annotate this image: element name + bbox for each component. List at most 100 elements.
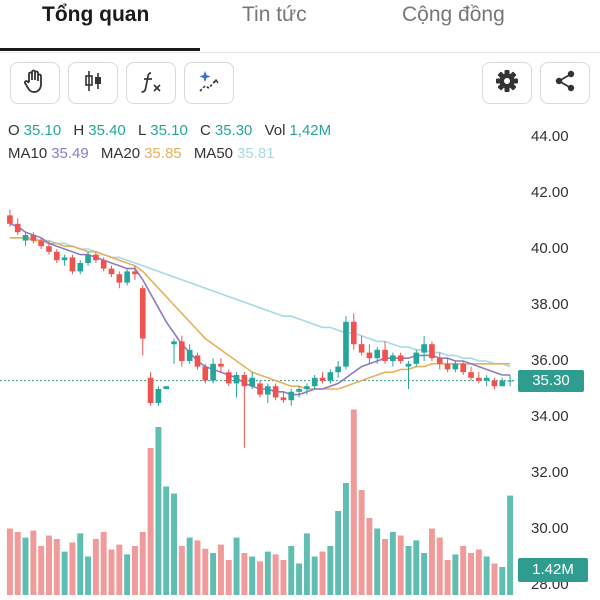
volume-bar (225, 560, 232, 595)
volume-bar (350, 409, 357, 595)
volume-bar (92, 539, 99, 595)
volume-bar (147, 448, 154, 595)
tab-community[interactable]: Cộng đồng (402, 3, 505, 26)
volume-bar (77, 533, 84, 595)
candle-body (202, 366, 209, 381)
candle-body (452, 363, 459, 370)
hand-tool-button[interactable] (10, 62, 60, 104)
top-tabs: Tổng quan Tin tức Cộng đồng (0, 0, 600, 53)
volume-bar (257, 561, 263, 595)
volume-bar (374, 528, 381, 595)
y-tick-label: 32.00 (531, 464, 569, 481)
candle-body (405, 363, 412, 367)
candle-body (335, 366, 341, 373)
tab-news[interactable]: Tin tức (242, 3, 307, 26)
volume-bar (155, 427, 162, 595)
candle-body (155, 389, 162, 403)
candle-body (390, 355, 396, 361)
chart-type-button[interactable] (68, 62, 118, 104)
volume-bar (22, 537, 29, 595)
volume-bar (460, 546, 467, 595)
candle-body (304, 386, 310, 389)
volume-bar (382, 539, 389, 595)
function-icon (137, 67, 165, 100)
volume-bar (108, 549, 115, 595)
volume-bar (100, 532, 107, 595)
candle-body (421, 344, 427, 353)
gear-icon (494, 68, 520, 99)
volume-bar (6, 528, 13, 595)
volume-bar (475, 549, 482, 595)
candle-body (296, 389, 302, 392)
candle-body (186, 349, 193, 361)
candle-body (147, 377, 154, 403)
volume-bar (405, 546, 412, 595)
ma50-label: MA50 (193, 145, 233, 162)
volume-bar (14, 532, 21, 595)
volume-bar (131, 546, 138, 595)
volume-bar (428, 528, 435, 595)
ma20-line (9, 237, 511, 390)
current-volume-tag: 1.42M (518, 558, 588, 582)
volume-bar (358, 490, 365, 595)
tab-overview[interactable]: Tổng quan (42, 3, 150, 26)
candle-body (116, 274, 123, 283)
volume-bar (413, 540, 420, 595)
y-tick-label: 38.00 (531, 296, 569, 313)
candle-body (7, 215, 13, 224)
active-tab-indicator (0, 48, 200, 51)
drawing-tools-button[interactable] (184, 62, 234, 104)
y-tick-label: 42.00 (531, 184, 569, 201)
volume-bar (178, 546, 185, 595)
ma-legend: MA10 35.49 MA20 35.85 MA50 35.81 (8, 145, 283, 162)
candle-body (61, 257, 68, 261)
volume-bar (303, 533, 310, 595)
candle-body (429, 344, 435, 359)
candle-body (93, 254, 99, 261)
candle-body (163, 386, 170, 389)
volume-bar (38, 546, 45, 595)
volume-bar (327, 546, 334, 595)
volume-bar (116, 544, 123, 595)
high-value: 35.40 (88, 122, 126, 139)
volume-bar (296, 563, 303, 595)
candle-body (225, 372, 232, 384)
candle-body (374, 349, 381, 359)
candle-body (233, 375, 240, 384)
candle-body (311, 377, 318, 387)
open-value: 35.10 (23, 122, 62, 139)
volume-value: 1,42M (289, 122, 332, 139)
candle-body (382, 349, 388, 361)
candle-body (46, 246, 52, 252)
ma50-value: 35.81 (237, 145, 275, 162)
candle-body (476, 377, 482, 381)
y-tick-label: 40.00 (531, 240, 569, 257)
candle-body (491, 380, 498, 387)
candle-body (53, 251, 60, 261)
y-tick-label: 36.00 (531, 352, 569, 369)
share-button[interactable] (540, 62, 590, 104)
volume-bar (272, 554, 279, 595)
candle-body (483, 377, 490, 381)
volume-bar (335, 511, 342, 595)
candle-body (85, 254, 91, 263)
candle-body (249, 377, 255, 387)
volume-bar (217, 544, 224, 595)
volume-bar (491, 563, 498, 595)
ma10-value: 35.49 (51, 145, 89, 162)
settings-button[interactable] (482, 62, 532, 104)
candle-body (507, 380, 513, 382)
y-tick-label: 34.00 (531, 408, 569, 425)
candle-body (272, 386, 279, 398)
volume-bar (280, 560, 287, 595)
candle-body (499, 380, 506, 387)
volume-bar (124, 554, 131, 595)
volume-bar (61, 551, 68, 595)
candle-body (358, 344, 365, 353)
candle-body (14, 223, 21, 233)
share-icon (552, 68, 578, 99)
volume-bar (468, 553, 474, 595)
volume-bar (139, 532, 146, 595)
indicators-button[interactable] (126, 62, 176, 104)
